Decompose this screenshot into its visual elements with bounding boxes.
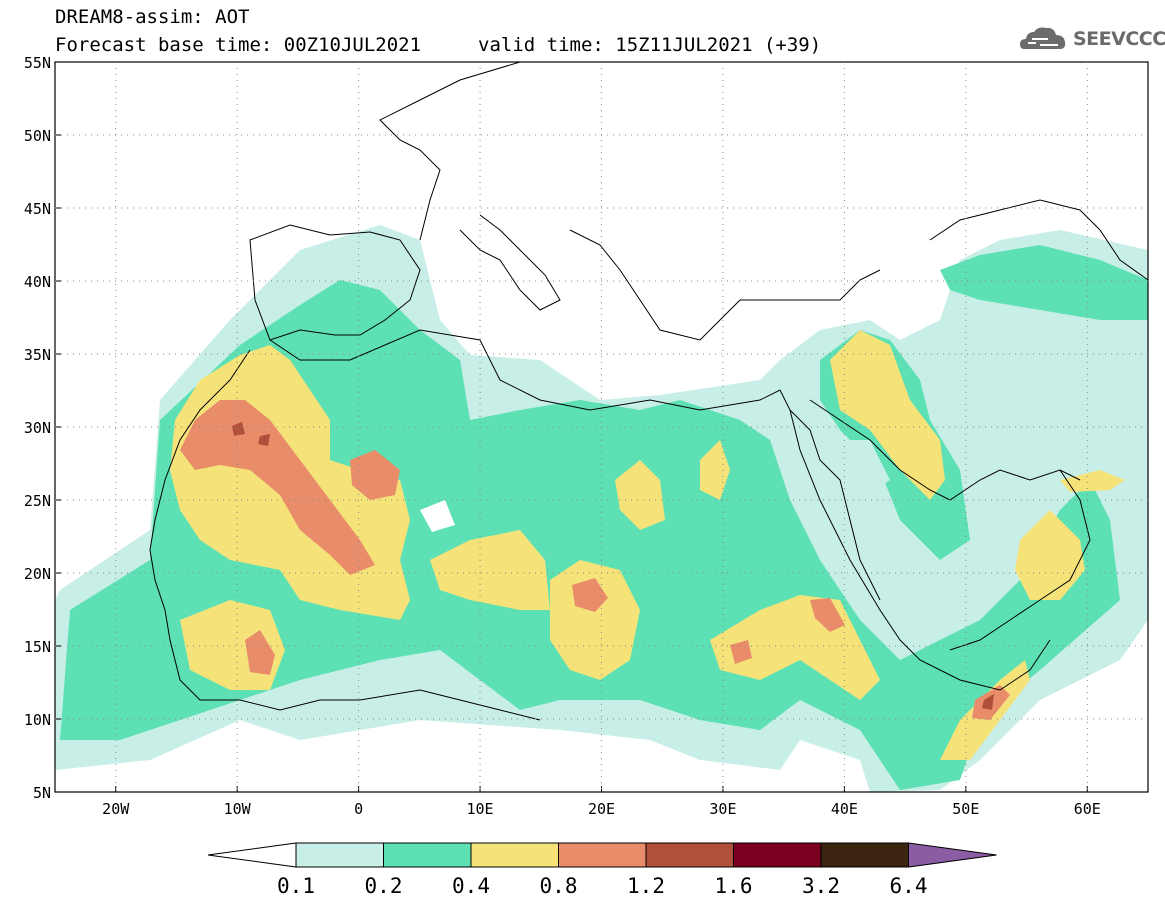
aot-contour-0.4 bbox=[1015, 510, 1085, 600]
aot-contour-0.4 bbox=[1060, 470, 1125, 492]
aot-contour-0.8 bbox=[730, 640, 752, 664]
lat-label: 25N bbox=[24, 492, 51, 510]
lon-label: 20E bbox=[588, 800, 615, 818]
lon-label: 60E bbox=[1074, 800, 1101, 818]
colorbar-level-label: 0.2 bbox=[365, 874, 403, 898]
aot-contour-1.2 bbox=[982, 694, 994, 710]
lon-label: 20W bbox=[102, 800, 130, 818]
colorbar-level-label: 6.4 bbox=[890, 874, 928, 898]
aot-contour-1.2 bbox=[232, 422, 245, 436]
colorbar-swatch bbox=[645, 842, 734, 868]
colorbar-over-triangle bbox=[908, 842, 997, 868]
aot-clear-patch bbox=[420, 500, 455, 532]
lat-label: 55N bbox=[24, 54, 51, 72]
lat-label: 20N bbox=[24, 565, 51, 583]
caspian-region bbox=[929, 199, 1148, 281]
lat-label: 15N bbox=[24, 638, 51, 656]
aot-contour-0.4 bbox=[430, 530, 550, 610]
france-coast bbox=[379, 62, 521, 241]
italy-outline bbox=[459, 214, 561, 311]
aot-contour-0.1 bbox=[820, 440, 890, 500]
aot-contour-0.8 bbox=[245, 630, 275, 675]
aot-field bbox=[55, 225, 1148, 792]
lon-label: 30E bbox=[709, 800, 736, 818]
lat-label: 50N bbox=[24, 127, 51, 145]
colorbar-swatch bbox=[470, 842, 559, 868]
lon-label: 0 bbox=[354, 800, 363, 818]
iberia-outline bbox=[249, 224, 421, 341]
colorbar-level-label: 3.2 bbox=[802, 874, 840, 898]
colorbar-swatch bbox=[295, 842, 384, 868]
aot-contour-0.4 bbox=[550, 560, 640, 680]
colorbar-level-label: 0.8 bbox=[540, 874, 578, 898]
colorbar-level-label: 0.1 bbox=[277, 874, 315, 898]
forecast-base-time: Forecast base time: 00Z10JUL2021 bbox=[55, 34, 422, 56]
aot-contour-1.2 bbox=[258, 434, 270, 446]
graticule bbox=[55, 62, 1148, 792]
colorbar-swatch bbox=[383, 842, 472, 868]
colorbar-swatch bbox=[733, 842, 822, 868]
lat-label: 5N bbox=[33, 784, 51, 802]
aot-contour-0.4 bbox=[700, 440, 730, 500]
title-line: DREAM8-assim: AOT bbox=[55, 6, 250, 28]
colorbar-level-label: 1.2 bbox=[627, 874, 665, 898]
lon-label: 10W bbox=[224, 800, 252, 818]
lat-label: 40N bbox=[24, 273, 51, 291]
aot-contour-0.2 bbox=[940, 245, 1148, 320]
valid-time: valid time: 15Z11JUL2021 (+39) bbox=[478, 34, 822, 56]
colorbar-level-label: 0.4 bbox=[452, 874, 490, 898]
lon-label: 40E bbox=[831, 800, 858, 818]
logo-text: SEEVCCC bbox=[1073, 28, 1165, 50]
lat-label: 10N bbox=[24, 711, 51, 729]
colorbar-level-label: 1.6 bbox=[715, 874, 753, 898]
red-sea-west bbox=[789, 409, 881, 601]
colorbar-swatch bbox=[558, 842, 647, 868]
lat-label: 45N bbox=[24, 200, 51, 218]
lon-label: 10E bbox=[467, 800, 494, 818]
colorbar-under-triangle bbox=[207, 842, 297, 868]
aot-contour-0.8 bbox=[350, 450, 400, 500]
lat-axis: 55N 50N 45N 40N 35N 30N 25N 20N 15N 10N 5N bbox=[24, 54, 61, 802]
aot-contour-0.4 bbox=[615, 460, 665, 530]
lon-label: 50E bbox=[952, 800, 979, 818]
aot-contour-0.4 bbox=[830, 330, 945, 500]
cloud-icon bbox=[1020, 27, 1066, 49]
lat-label: 35N bbox=[24, 346, 51, 364]
aot-contour-0.8 bbox=[572, 578, 608, 612]
lat-label: 30N bbox=[24, 419, 51, 437]
aot-contour-0.8 bbox=[810, 598, 845, 632]
colorbar-swatch bbox=[820, 842, 909, 868]
north-africa-coast bbox=[269, 329, 1051, 691]
aot-contour-0.8 bbox=[180, 400, 375, 575]
balkans-turkey-coast bbox=[569, 229, 881, 341]
west-africa-coast bbox=[149, 349, 541, 721]
aot-contour-0.1 bbox=[960, 330, 1100, 440]
oman-coast bbox=[949, 469, 1091, 651]
